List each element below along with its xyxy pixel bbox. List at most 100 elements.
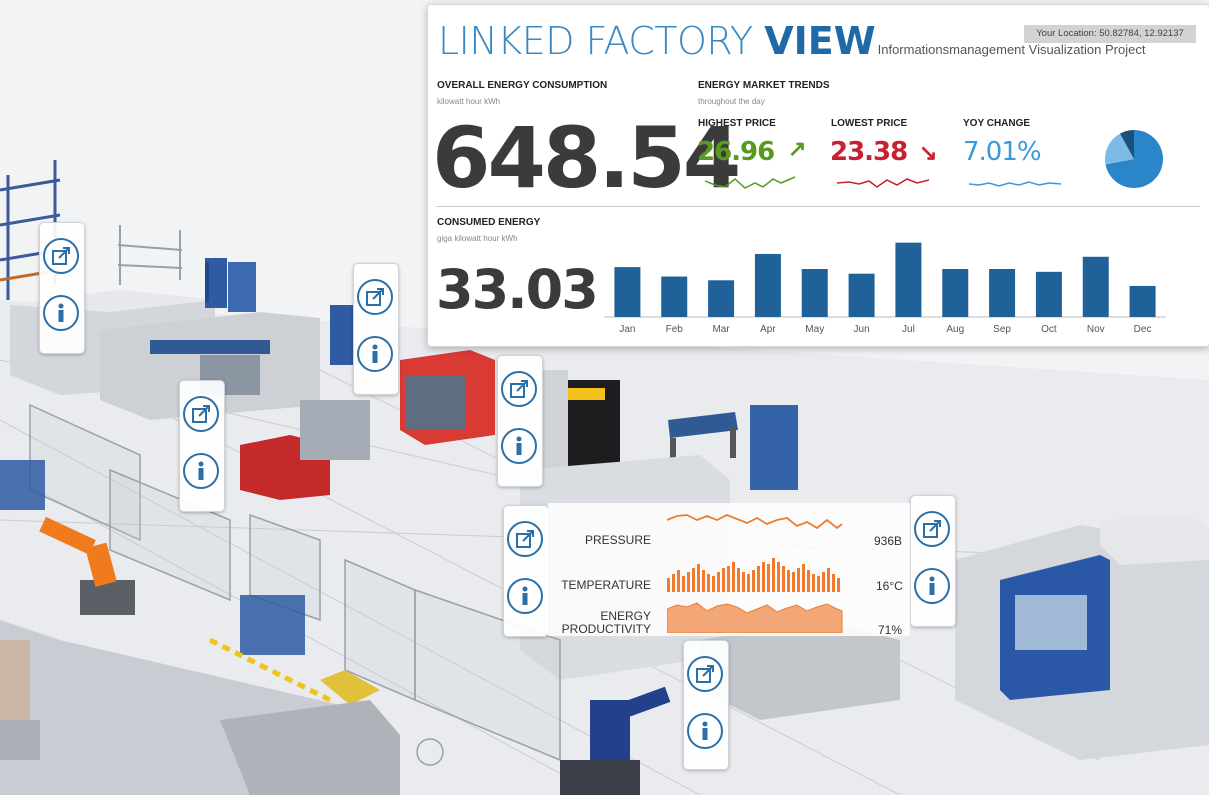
arrow-down-icon: ↘ [919, 140, 938, 165]
temperature-bar-sparkline [667, 558, 840, 592]
temperature-bar [812, 574, 815, 592]
pressure-label: PRESSURE [584, 533, 651, 547]
productivity-area-sparkline [667, 602, 843, 633]
temperature-bar [682, 576, 685, 592]
sensor-overlay: PRESSURE 936B TEMPERATURE 16°C ENERGY PRO… [548, 503, 910, 637]
robot-arm-blue [560, 686, 671, 795]
panel-divider [436, 206, 1200, 207]
tick-label-oct: Oct [1041, 324, 1057, 335]
market-pie-chart [1105, 130, 1163, 188]
external-link-icon[interactable] [501, 371, 537, 407]
pressure-value: 936B [874, 534, 903, 548]
info-icon[interactable] [43, 295, 79, 331]
tick-label-may: May [805, 324, 824, 335]
machine-card-7 [683, 640, 729, 770]
temperature-bar [837, 578, 840, 592]
external-link-icon[interactable] [357, 279, 393, 315]
temperature-bar [697, 564, 700, 592]
machine-card-5 [503, 505, 549, 637]
consumed-energy-bar-chart: Jan Feb Mar Apr May Jun Jul Aug Sep Oct Nov Dec [604, 242, 1166, 335]
temperature-bar [787, 570, 790, 592]
temperature-bar [792, 572, 795, 592]
title-subtitle: Informationsmanagement Visualization Pro… [877, 42, 1146, 57]
consumed-energy-unit: giga kilowatt hour kWh [437, 234, 518, 243]
overall-energy-label: OVERALL ENERGY CONSUMPTION [437, 80, 608, 91]
lowest-price-value: 23.38 [830, 137, 908, 167]
bar-aug [942, 269, 969, 317]
market-trends-label: ENERGY MARKET TRENDS [698, 80, 830, 91]
market-trends-sublabel: throughout the day [698, 97, 765, 106]
bar-oct [1035, 271, 1062, 317]
pie-slice-2 [1120, 130, 1134, 159]
location-badge: Your Location: 50.82784, 12.92137 [1024, 25, 1196, 43]
productivity-label-line1: ENERGY [600, 609, 651, 623]
machine-card-2 [353, 263, 399, 395]
external-link-icon[interactable] [43, 238, 79, 274]
temperature-bar [757, 566, 760, 592]
machine-card-3 [179, 380, 225, 512]
temperature-bar [717, 572, 720, 592]
bar-jun [848, 273, 875, 317]
lowest-price-label: LOWEST PRICE [831, 118, 908, 129]
temperature-bar [797, 568, 800, 592]
dashboard-panel: LINKED FACTORY VIEW Informationsmanagemen… [427, 4, 1209, 347]
highest-price-value: 26.96 [697, 137, 775, 167]
tick-label-jul: Jul [902, 324, 915, 335]
arrow-up-icon: ↗ [788, 136, 807, 161]
pie-slice-1 [1105, 133, 1134, 165]
yoy-change-sparkline [969, 181, 1062, 187]
machine-red [240, 350, 495, 500]
temperature-bar [817, 576, 820, 592]
tick-label-jun: Jun [854, 324, 870, 335]
external-link-icon[interactable] [914, 511, 950, 547]
temperature-bar [737, 568, 740, 592]
temperature-bar [727, 566, 730, 592]
dashboard-title: LINKED FACTORY VIEW Informationsmanagemen… [438, 19, 1145, 63]
info-icon[interactable] [507, 578, 543, 614]
external-link-icon[interactable] [687, 656, 723, 692]
temperature-bar [707, 574, 710, 592]
temperature-bar [702, 570, 705, 592]
temperature-bar [692, 568, 695, 592]
info-icon[interactable] [687, 713, 723, 749]
bar-jul [895, 242, 922, 317]
tick-label-feb: Feb [666, 324, 684, 335]
machine-right [955, 515, 1209, 760]
bar-jan [614, 267, 641, 317]
pressure-sparkline [667, 514, 843, 530]
temperature-bar [667, 578, 670, 592]
tick-label-aug: Aug [946, 324, 964, 335]
bar-nov [1082, 256, 1109, 317]
yoy-change-value: 7.01% [963, 137, 1042, 167]
temperature-bar [677, 570, 680, 592]
temperature-bar [767, 564, 770, 592]
external-link-icon[interactable] [507, 521, 543, 557]
external-link-icon[interactable] [183, 396, 219, 432]
machine-card-4 [497, 355, 543, 487]
temperature-label: TEMPERATURE [561, 578, 651, 592]
info-icon[interactable] [183, 453, 219, 489]
temperature-bar [742, 572, 745, 592]
info-icon[interactable] [501, 428, 537, 464]
bar-dec [1129, 285, 1156, 317]
productivity-label-line2: PRODUCTIVITY [561, 622, 651, 636]
info-icon[interactable] [914, 568, 950, 604]
temperature-value: 16°C [876, 579, 903, 593]
highest-price-sparkline [705, 176, 796, 189]
machine-card-6 [910, 495, 956, 627]
productivity-label: ENERGY PRODUCTIVITY [556, 610, 651, 636]
overall-energy-unit: kilowatt hour kWh [437, 97, 501, 106]
yoy-change-label: YOY CHANGE [963, 118, 1031, 129]
temperature-bar [732, 562, 735, 592]
tick-label-dec: Dec [1134, 324, 1152, 335]
bar-sep [989, 269, 1016, 317]
bar-apr [754, 253, 781, 317]
overall-energy-value: 648.54 [432, 109, 741, 207]
temperature-bar [822, 572, 825, 592]
info-icon[interactable] [357, 336, 393, 372]
temperature-bar [762, 562, 765, 592]
temperature-bar [777, 562, 780, 592]
lowest-price-sparkline [837, 178, 930, 188]
temperature-bar [782, 566, 785, 592]
bar-mar [708, 280, 735, 317]
